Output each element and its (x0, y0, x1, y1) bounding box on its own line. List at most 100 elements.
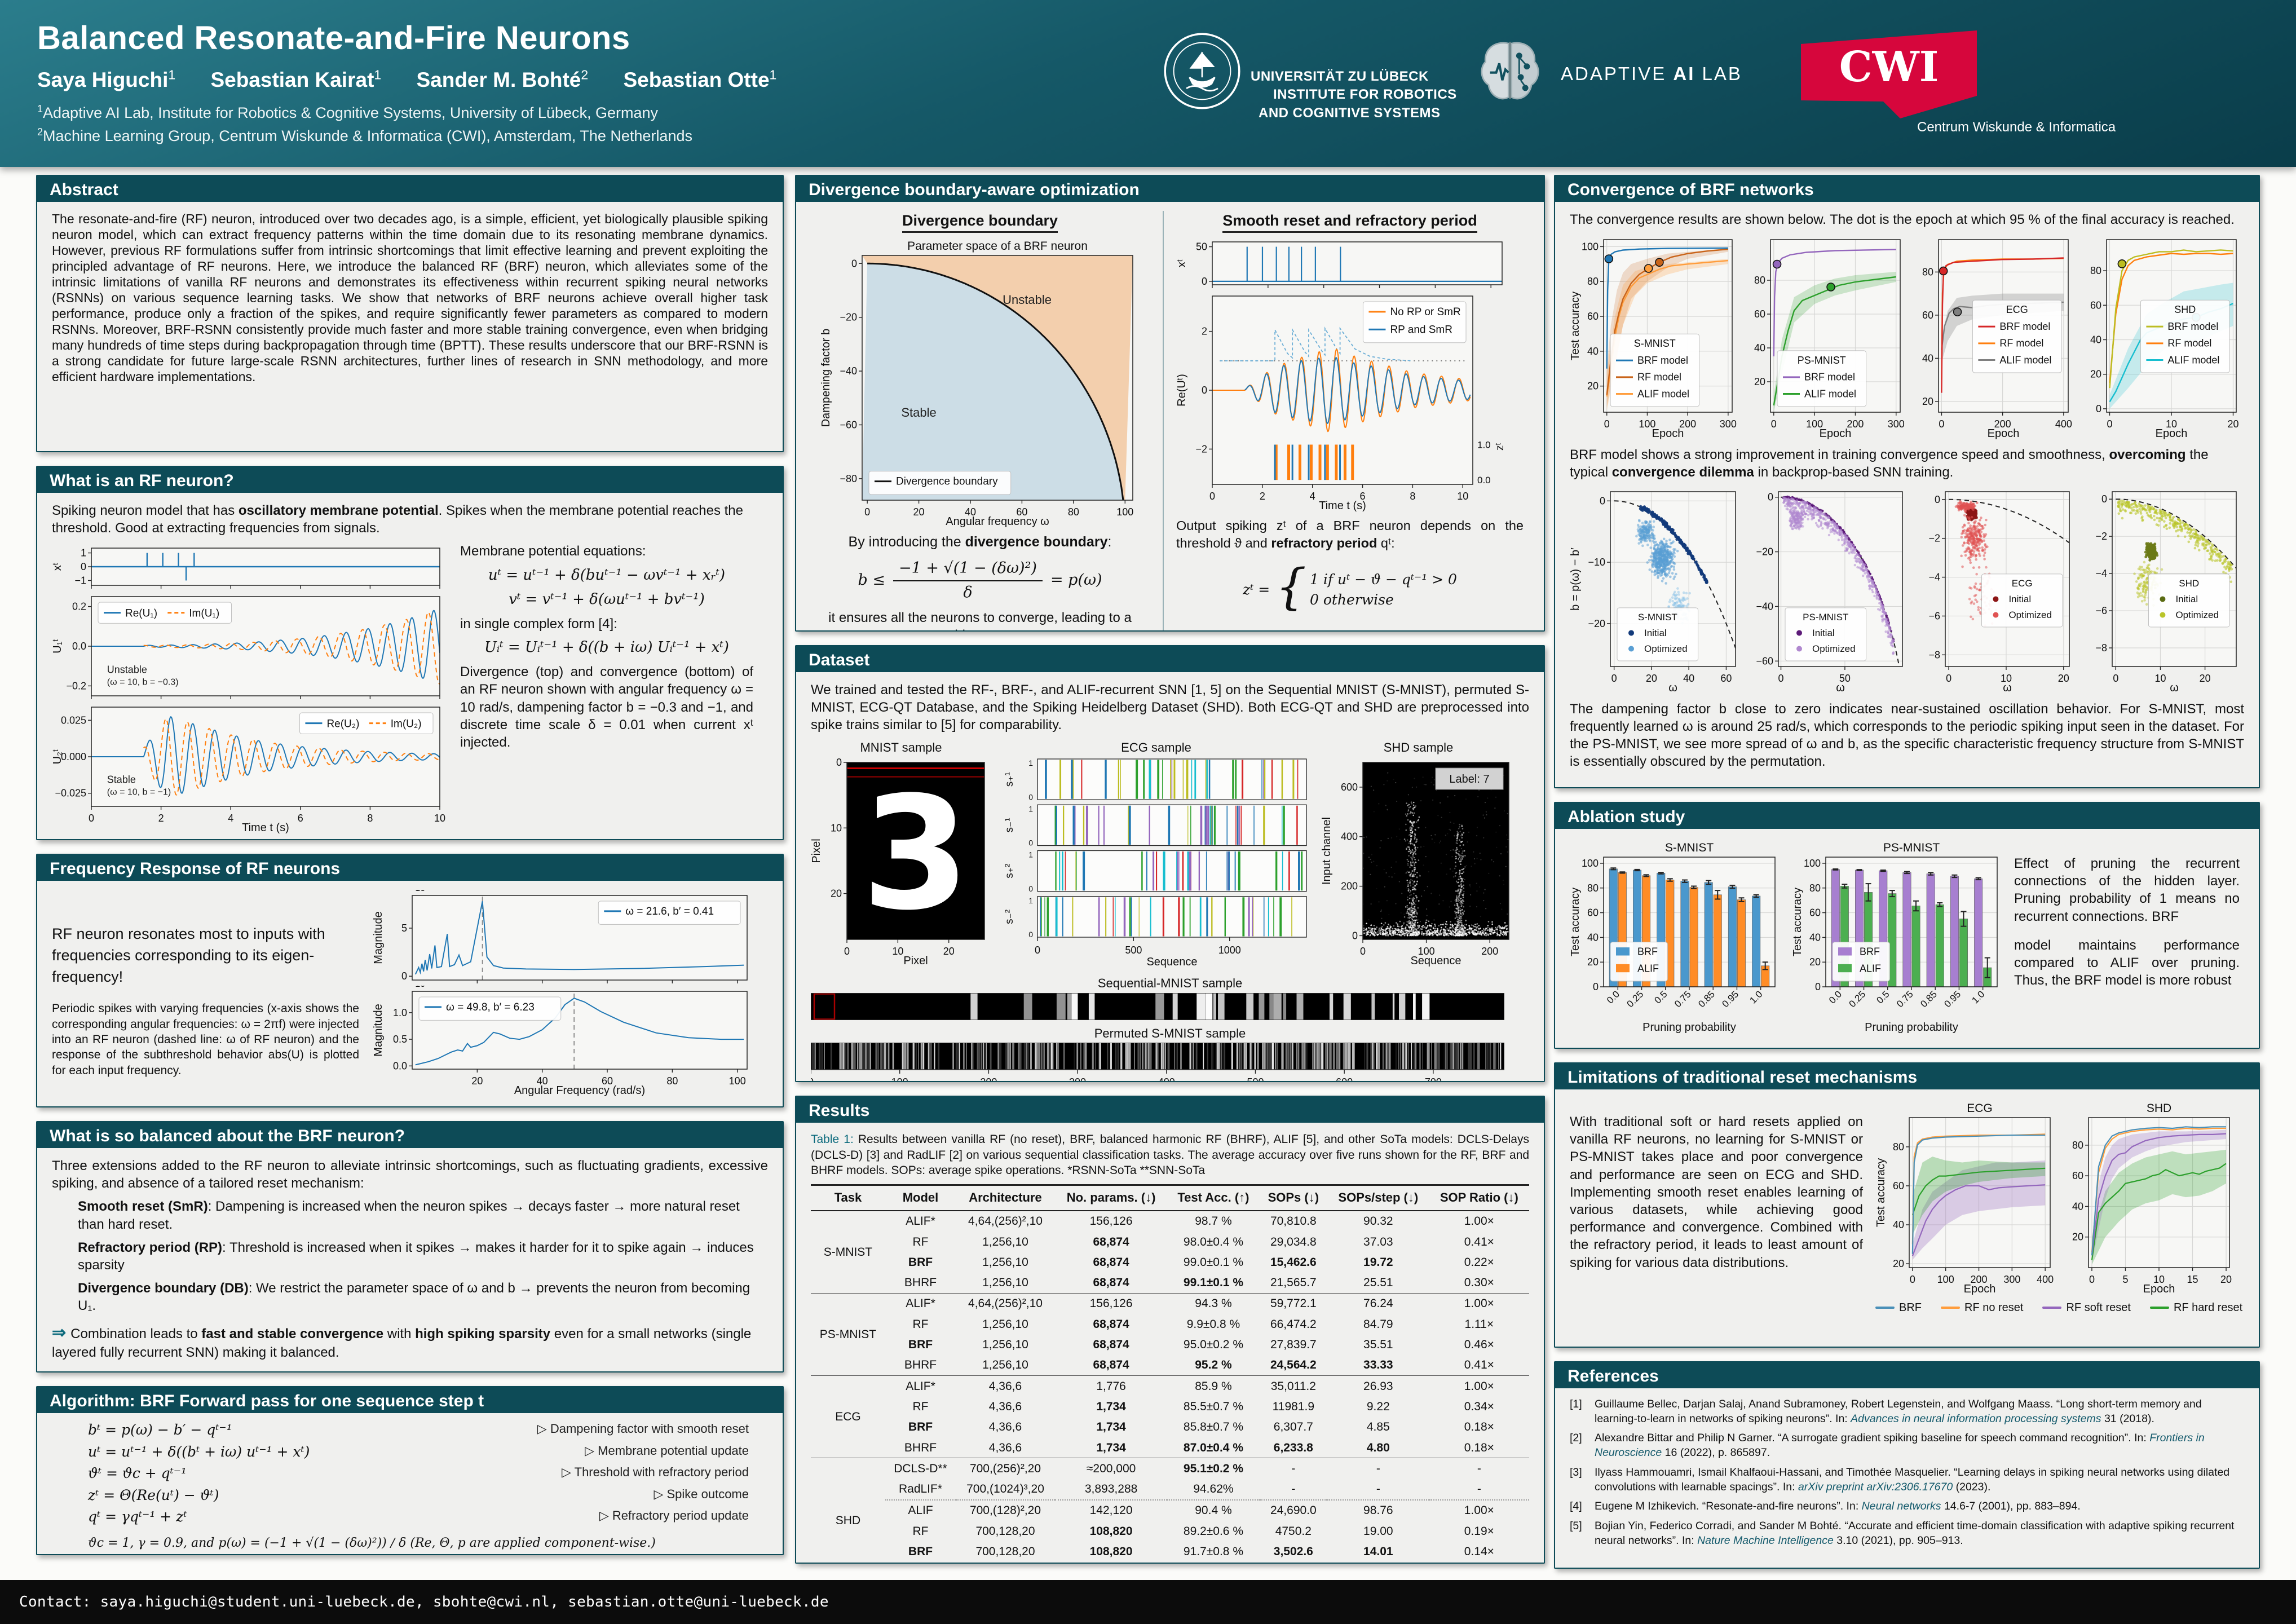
svg-text:100: 100 (1639, 418, 1655, 430)
acc-cell: 87.0±0.4 % (1183, 1441, 1243, 1454)
divergence-subhead: Divergence boundary (811, 211, 1149, 233)
svg-text:200: 200 (980, 1076, 997, 1082)
svg-text:100: 100 (1582, 241, 1599, 253)
svg-text:(ω = 10, b = −1): (ω = 10, b = −1) (107, 788, 171, 797)
sops-cell: 21,565.7 (1270, 1276, 1317, 1290)
svg-text:Unstable: Unstable (1003, 293, 1052, 307)
svg-text:ω = 21.6, b′ = 0.41: ω = 21.6, b′ = 0.41 (625, 906, 714, 917)
sops-cell: 27,839.7 (1270, 1338, 1317, 1352)
svg-text:20: 20 (2090, 369, 2101, 380)
svg-text:−80: −80 (840, 473, 857, 484)
divergence-text-2: it ensures all the neurons to converge, … (828, 610, 1132, 630)
perm-mnist-title: Permuted S-MNIST sample (1094, 1026, 1246, 1040)
svg-text:0: 0 (851, 258, 857, 269)
svg-text:Unstable: Unstable (107, 664, 147, 676)
section-abstract: Abstract The resonate-and-fire (RF) neur… (36, 175, 784, 452)
svg-text:Initial: Initial (1812, 627, 1835, 638)
middle-column: Divergence boundary-aware optimization D… (795, 175, 1545, 1577)
svg-text:RF model: RF model (1637, 372, 1681, 383)
membrane-eq-title: Membrane potential equations: (460, 544, 646, 559)
limitations-legend: BRF RF no reset RF soft reset RF hard reset (1875, 1300, 2242, 1315)
step-cell: 9.22 (1366, 1400, 1390, 1413)
author: Saya Higuchi1 (37, 68, 176, 92)
section-title: What is so balanced about the BRF neuron… (37, 1122, 783, 1148)
svg-text:ALIF model: ALIF model (1637, 388, 1689, 399)
svg-text:0: 0 (1604, 418, 1610, 430)
svg-text:xᵗ: xᵗ (1176, 259, 1188, 267)
svg-text:0: 0 (1600, 495, 1605, 506)
step-cell: 19.00 (1363, 1524, 1393, 1538)
svg-text:40: 40 (1922, 353, 1933, 364)
step-cell: 4.85 (1366, 1420, 1390, 1434)
svg-text:300: 300 (1069, 1076, 1086, 1082)
arch-cell: 4,36,6 (988, 1400, 1022, 1413)
table-row: BRF 4,36,6 1,734 85.8±0.7 % 6,307.7 4.85 0.18× (811, 1417, 1529, 1437)
svg-text:SHD: SHD (2174, 304, 2196, 315)
svg-text:100: 100 (729, 1075, 746, 1087)
ratio-cell: 0.14× (1464, 1545, 1494, 1558)
svg-text:Im(U₁): Im(U₁) (189, 608, 219, 620)
legend-item: RF hard reset (2149, 1300, 2242, 1315)
results-table: Task Model Architecture No. params. (↓) Test… (811, 1184, 1529, 1563)
section-limitations: Limitations of traditional reset mechani… (1554, 1062, 2260, 1348)
svg-text:200: 200 (1481, 946, 1498, 957)
svg-text:Epoch: Epoch (1820, 427, 1852, 440)
chart-convergence-shd: 0 10 20 0 20 40 60 80 Epoch SHD BRF model RF model A… (2082, 234, 2243, 442)
chart-shd-sample: Label: 7 0 100 200 0 200 400 600 Sequence Input c… (1321, 757, 1516, 969)
step-cell: 4.80 (1366, 1441, 1390, 1454)
section-convergence: Convergence of BRF networks The converge… (1554, 175, 2260, 788)
params-cell: ≈200,000 (1054, 1458, 1168, 1479)
ratio-cell: 0.17× (1429, 1562, 1529, 1563)
column-header: SOPs (↓) (1259, 1185, 1327, 1211)
uzl-seal-logo (1164, 33, 1240, 109)
sops-cell: 66,474.2 (1270, 1317, 1317, 1331)
section-divergence-optimization: Divergence boundary-aware optimization D… (795, 175, 1545, 632)
svg-text:0: 0 (2107, 418, 2112, 430)
sops-cell: 70,810.8 (1270, 1215, 1317, 1228)
step-cell: 98.76 (1327, 1499, 1429, 1521)
table-row: RF 4,36,6 1,734 85.5±0.7 % 11981.9 9.22 0.34× (811, 1396, 1529, 1416)
params-cell: 68,874 (1093, 1276, 1129, 1290)
svg-text:0: 0 (1028, 839, 1033, 848)
convergence-text-2: BRF model shows a strong improvement in … (1570, 447, 2209, 480)
svg-text:0: 0 (1028, 930, 1033, 939)
step-cell: 76.24 (1327, 1292, 1429, 1314)
section-title: Algorithm: BRF Forward pass for one sequ… (37, 1387, 783, 1413)
author-list: Saya Higuchi1 Sebastian Kairat1 Sander M… (37, 68, 806, 92)
task-cell: S-MNIST (823, 1245, 873, 1259)
svg-text:Stable: Stable (107, 774, 136, 785)
svg-text:0.0: 0.0 (1477, 475, 1491, 486)
svg-text:20: 20 (913, 506, 925, 518)
table-row: PS-MNIST ALIF* 4,64,(256)²,10 156,126 94.3 %… (811, 1292, 1529, 1376)
step-cell: 26.93 (1327, 1375, 1429, 1397)
svg-text:8: 8 (1410, 491, 1415, 502)
arch-cell: 4,64,(256)²,10 (956, 1292, 1055, 1314)
column-header: Test Acc. (↑) (1167, 1185, 1260, 1211)
svg-text:s₊²: s₊² (1004, 864, 1015, 879)
balanced-item-db: Divergence boundary (DB): We restrict th… (78, 1281, 750, 1314)
balanced-item-rp: Refractory period (RP): Threshold is inc… (78, 1239, 754, 1273)
section-rf-neuron: What is an RF neuron? Spiking neuron mod… (36, 466, 784, 840)
svg-text:Magnitude: Magnitude (373, 1004, 385, 1056)
svg-text:−1: −1 (74, 575, 86, 586)
svg-text:50: 50 (1196, 241, 1207, 253)
params-cell: 68,874 (1093, 1338, 1129, 1352)
section-title: Convergence of BRF networks (1555, 176, 2259, 202)
svg-text:1.0: 1.0 (393, 1007, 407, 1018)
svg-text:ECG: ECG (2006, 304, 2028, 315)
sops-cell: 4750.2 (1275, 1524, 1312, 1538)
acc-cell: 91.7±0.8 % (1183, 1545, 1243, 1558)
model-cell: RF (912, 1524, 929, 1538)
svg-text:500: 500 (1125, 945, 1142, 956)
algo-line: uᵗ = uᵗ⁻¹ + δ((bᵗ + iω) uᵗ⁻¹ + xᵗ) ▷ Memb… (88, 1443, 749, 1460)
svg-text:400: 400 (2055, 418, 2072, 430)
arch-cell: 700,128,20 (956, 1562, 1055, 1563)
arch-cell: 1,256,10 (982, 1235, 1028, 1248)
table-row: RF 1,256,10 68,874 9.9±0.8 % 66,474.2 84.79 1.… (811, 1314, 1529, 1334)
svg-text:U₁ᵗ: U₁ᵗ (52, 639, 64, 654)
results-table-header: Task Model Architecture No. params. (↓) Test… (811, 1185, 1529, 1211)
svg-text:0.025: 0.025 (61, 715, 86, 726)
svg-text:80: 80 (1587, 276, 1599, 287)
sops-cell: - (1259, 1458, 1327, 1479)
svg-text:1: 1 (1028, 896, 1033, 905)
